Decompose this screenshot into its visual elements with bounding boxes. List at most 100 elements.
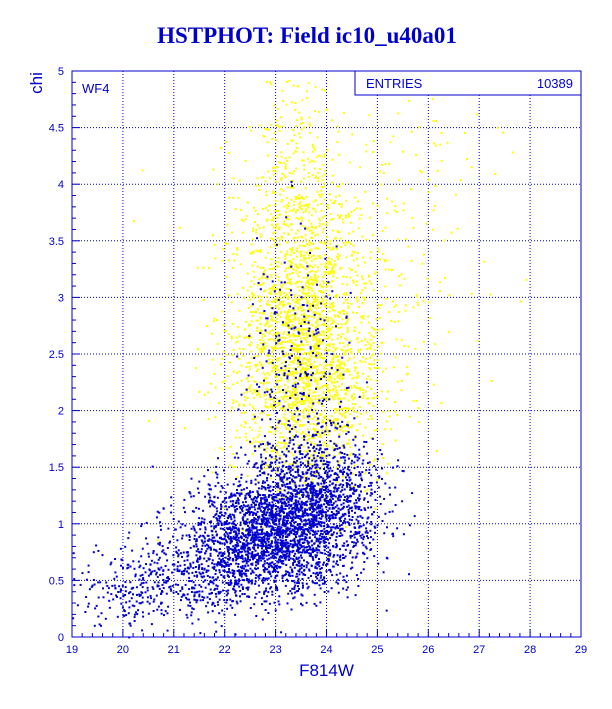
data-point (271, 501, 274, 504)
data-point (382, 457, 385, 459)
data-point (295, 486, 297, 489)
data-point (247, 307, 250, 309)
data-point (234, 509, 237, 512)
data-point (272, 217, 275, 220)
data-point (253, 388, 256, 391)
data-point (267, 473, 270, 476)
data-point (279, 336, 282, 339)
data-point (310, 548, 313, 551)
data-point (303, 254, 306, 257)
data-point (254, 544, 257, 547)
data-point (213, 495, 216, 498)
data-point (334, 264, 337, 267)
data-point (274, 243, 277, 246)
data-point (215, 507, 218, 510)
data-point (267, 128, 270, 131)
data-point (195, 545, 198, 548)
data-point (302, 523, 305, 526)
data-point (320, 202, 323, 205)
data-point (331, 267, 334, 270)
data-point (291, 569, 293, 572)
data-point (254, 446, 256, 449)
data-point (293, 540, 296, 543)
data-point (392, 300, 394, 303)
data-point (232, 453, 235, 456)
data-point (278, 519, 281, 522)
data-point (427, 301, 430, 304)
data-point (231, 528, 234, 531)
data-point (331, 493, 334, 496)
data-point (269, 431, 272, 433)
data-point (235, 341, 238, 344)
data-point (280, 362, 283, 365)
data-point (333, 423, 336, 426)
data-point (245, 492, 248, 495)
data-point (317, 154, 320, 157)
data-point (250, 481, 253, 484)
data-point (238, 569, 241, 572)
data-point (268, 361, 271, 364)
data-point (330, 323, 333, 325)
data-point (285, 316, 288, 319)
data-point (318, 352, 321, 355)
data-point (307, 548, 310, 551)
data-point (302, 211, 305, 214)
data-point (317, 111, 320, 113)
data-point (336, 125, 339, 128)
data-point (272, 192, 275, 194)
data-point (335, 293, 338, 296)
data-point (315, 175, 318, 178)
data-point (197, 522, 200, 524)
data-point (252, 413, 255, 416)
data-point (295, 298, 298, 300)
data-point (357, 349, 360, 351)
data-point (334, 517, 337, 519)
data-point (312, 499, 315, 502)
data-point (348, 241, 351, 244)
data-point (322, 444, 324, 447)
data-point (295, 556, 298, 559)
data-point (241, 527, 244, 530)
data-point (313, 423, 316, 425)
data-point (337, 578, 340, 581)
data-point (304, 528, 307, 531)
data-point (260, 532, 263, 535)
data-point (320, 521, 322, 524)
data-point (292, 597, 295, 600)
data-point (368, 114, 371, 117)
data-point (290, 531, 293, 534)
data-point (270, 515, 273, 518)
data-point (207, 417, 210, 420)
data-point (316, 467, 319, 470)
data-point (295, 269, 298, 272)
data-point (281, 544, 284, 547)
data-point (209, 546, 212, 549)
data-point (359, 534, 362, 537)
data-point (282, 300, 285, 303)
data-point (254, 527, 257, 529)
data-point (376, 204, 379, 207)
data-point (235, 336, 238, 339)
data-point (230, 529, 232, 532)
data-point (333, 260, 336, 262)
data-point (304, 407, 307, 410)
data-point (341, 479, 344, 482)
data-point (277, 558, 280, 561)
data-point (222, 569, 225, 572)
data-point (255, 231, 258, 234)
data-point (245, 377, 248, 380)
data-point (284, 257, 287, 260)
data-point (282, 391, 285, 394)
data-point (235, 400, 238, 403)
data-point (263, 554, 266, 557)
data-point (295, 575, 298, 578)
data-point (334, 500, 337, 503)
data-point (239, 572, 242, 575)
data-point (284, 255, 286, 258)
data-point (253, 517, 256, 519)
data-point (310, 159, 313, 162)
data-point (286, 555, 289, 558)
data-point (271, 268, 274, 271)
data-point (274, 339, 277, 342)
data-point (317, 545, 320, 548)
